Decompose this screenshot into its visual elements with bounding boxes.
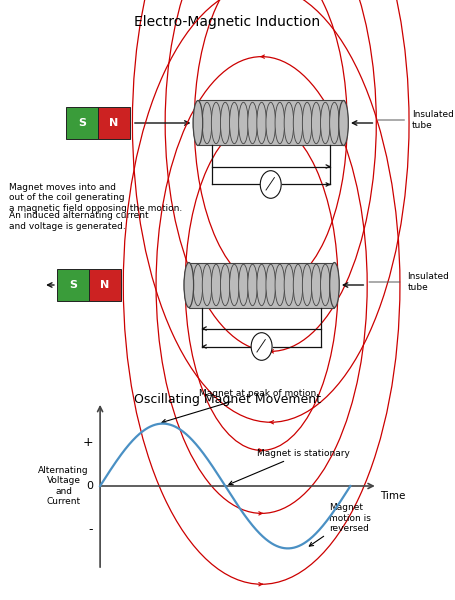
Ellipse shape (339, 102, 348, 143)
Ellipse shape (311, 264, 321, 305)
Ellipse shape (311, 102, 321, 143)
Ellipse shape (266, 264, 275, 305)
Text: +: + (83, 436, 93, 449)
Text: Alternating
Voltage
and
Current: Alternating Voltage and Current (38, 466, 89, 506)
Ellipse shape (248, 264, 257, 305)
Ellipse shape (202, 102, 212, 143)
Ellipse shape (320, 102, 330, 143)
Text: Magnet
motion is
reversed: Magnet motion is reversed (309, 503, 371, 546)
Ellipse shape (220, 102, 230, 143)
Ellipse shape (238, 264, 248, 305)
Bar (98, 107, 130, 139)
Bar (66, 107, 98, 139)
Text: Time: Time (380, 491, 405, 501)
Ellipse shape (320, 264, 330, 305)
Text: Magnet at peak of motion: Magnet at peak of motion (162, 389, 316, 423)
Ellipse shape (184, 264, 193, 305)
Text: Insulated
tube: Insulated tube (412, 110, 454, 130)
Text: Insulated
tube: Insulated tube (407, 272, 449, 292)
Ellipse shape (329, 263, 339, 307)
Ellipse shape (275, 264, 285, 305)
Text: S: S (78, 118, 86, 128)
Ellipse shape (229, 264, 239, 305)
Text: S: S (69, 280, 77, 290)
Ellipse shape (329, 264, 339, 305)
Ellipse shape (229, 102, 239, 143)
Ellipse shape (302, 264, 312, 305)
Text: -: - (89, 523, 93, 536)
Ellipse shape (248, 102, 257, 143)
Text: N: N (109, 118, 118, 128)
Circle shape (260, 170, 281, 198)
Text: An induced alternating current
and voltage is generated.: An induced alternating current and volta… (9, 211, 149, 230)
Ellipse shape (202, 264, 212, 305)
Ellipse shape (293, 264, 303, 305)
Circle shape (251, 332, 272, 360)
Ellipse shape (329, 102, 339, 143)
Bar (89, 269, 121, 301)
Ellipse shape (339, 100, 348, 145)
Ellipse shape (266, 102, 275, 143)
Text: Magnet is stationary: Magnet is stationary (229, 449, 350, 485)
Bar (57, 269, 89, 301)
Ellipse shape (238, 102, 248, 143)
Ellipse shape (184, 263, 193, 307)
Text: Magnet moves into and
out of the coil generating
a magnetic field opposing the m: Magnet moves into and out of the coil ge… (9, 183, 182, 213)
Text: 0: 0 (86, 481, 93, 491)
Ellipse shape (211, 264, 221, 305)
Ellipse shape (284, 102, 294, 143)
Ellipse shape (284, 264, 293, 305)
Ellipse shape (257, 102, 266, 143)
Ellipse shape (193, 100, 202, 145)
Ellipse shape (293, 102, 303, 143)
Bar (189, 263, 334, 307)
Ellipse shape (275, 102, 285, 143)
Text: Electro-Magnetic Induction: Electro-Magnetic Induction (134, 15, 321, 29)
Text: N: N (100, 280, 109, 290)
Ellipse shape (220, 264, 230, 305)
Ellipse shape (302, 102, 312, 143)
Ellipse shape (257, 264, 266, 305)
Bar (198, 100, 344, 145)
Ellipse shape (193, 264, 202, 305)
Ellipse shape (211, 102, 221, 143)
Text: Oscillating Magnet Movement: Oscillating Magnet Movement (134, 393, 321, 406)
Ellipse shape (193, 102, 202, 143)
